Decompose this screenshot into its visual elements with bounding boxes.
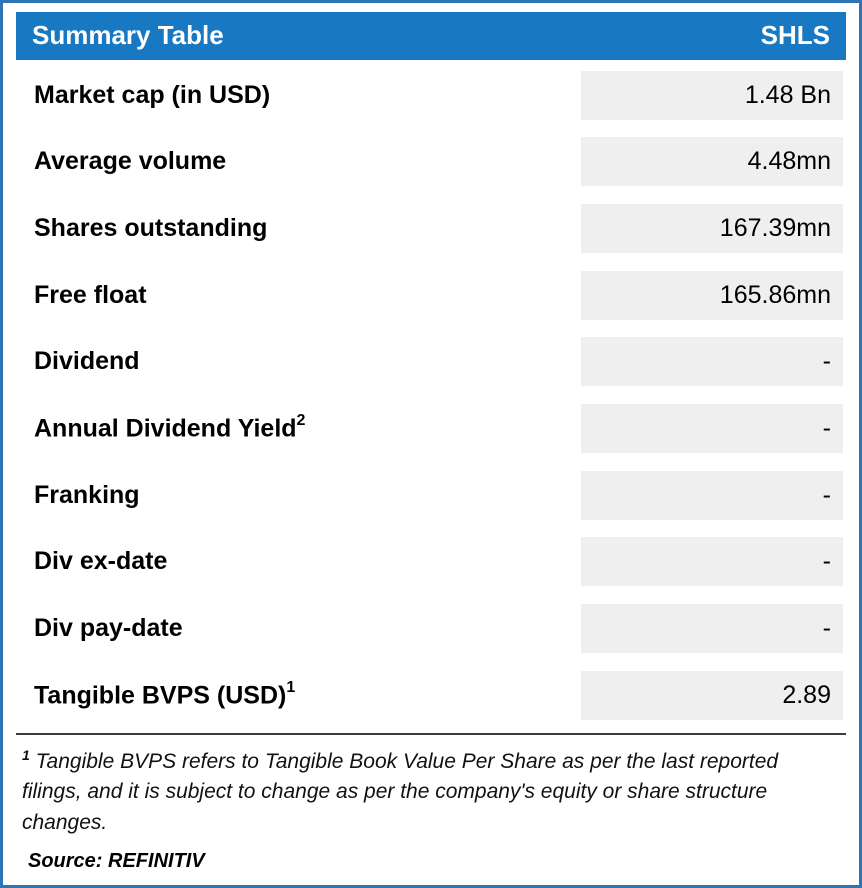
- table-row: Average volume 4.48mn: [16, 137, 846, 187]
- row-value: 1.48 Bn: [581, 70, 843, 120]
- footnote-body: Tangible BVPS refers to Tangible Book Va…: [22, 749, 779, 834]
- row-value: -: [581, 604, 843, 654]
- table-rows: Market cap (in USD) 1.48 Bn Average volu…: [16, 60, 846, 729]
- table-row: Tangible BVPS (USD)1 2.89: [16, 670, 846, 720]
- row-label-text: Dividend: [34, 347, 140, 376]
- row-label: Average volume: [16, 147, 226, 176]
- table-row: Dividend -: [16, 337, 846, 387]
- row-value: -: [581, 337, 843, 387]
- table-row: Div ex-date -: [16, 537, 846, 587]
- row-value: 2.89: [581, 670, 843, 720]
- row-value: 165.86mn: [581, 270, 843, 320]
- footnote-sup: 1: [22, 746, 30, 763]
- row-label: Market cap (in USD): [16, 81, 270, 110]
- table-row: Franking -: [16, 470, 846, 520]
- row-value: 4.48mn: [581, 137, 843, 187]
- row-label: Tangible BVPS (USD)1: [16, 678, 296, 710]
- row-label-sup: 1: [286, 678, 296, 696]
- row-value: 167.39mn: [581, 204, 843, 254]
- row-label-text: Free float: [34, 280, 147, 309]
- row-label-text: Div ex-date: [34, 547, 168, 576]
- table-row: Div pay-date -: [16, 604, 846, 654]
- row-value: -: [581, 404, 843, 454]
- row-label-text: Franking: [34, 480, 140, 509]
- row-value: -: [581, 537, 843, 587]
- row-label-text: Tangible BVPS (USD): [34, 680, 287, 709]
- table-row: Market cap (in USD) 1.48 Bn: [16, 70, 846, 120]
- table-header-bar: Summary Table SHLS: [16, 12, 846, 60]
- footnote-block: 1 Tangible BVPS refers to Tangible Book …: [16, 732, 846, 879]
- footnote-text: 1 Tangible BVPS refers to Tangible Book …: [22, 745, 840, 838]
- row-label: Annual Dividend Yield2: [16, 411, 306, 443]
- row-value: -: [581, 470, 843, 520]
- row-label: Franking: [16, 481, 140, 510]
- row-label-text: Div pay-date: [34, 614, 183, 643]
- row-label-text: Shares outstanding: [34, 214, 268, 243]
- row-label-text: Average volume: [34, 147, 227, 176]
- table-row: Annual Dividend Yield2 -: [16, 404, 846, 454]
- row-label-text: Annual Dividend Yield: [34, 414, 297, 443]
- row-label: Dividend: [16, 347, 140, 376]
- row-label: Shares outstanding: [16, 214, 267, 243]
- source-label: Source: REFINITIV: [28, 850, 205, 872]
- row-label: Free float: [16, 281, 147, 310]
- row-label: Div pay-date: [16, 614, 183, 643]
- table-row: Shares outstanding 167.39mn: [16, 204, 846, 254]
- row-label-sup: 2: [296, 411, 306, 429]
- row-label: Div ex-date: [16, 547, 167, 576]
- ticker-label: SHLS: [760, 20, 830, 50]
- table-row: Free float 165.86mn: [16, 270, 846, 320]
- table-title: Summary Table: [32, 20, 224, 50]
- row-label-text: Market cap (in USD): [34, 80, 271, 109]
